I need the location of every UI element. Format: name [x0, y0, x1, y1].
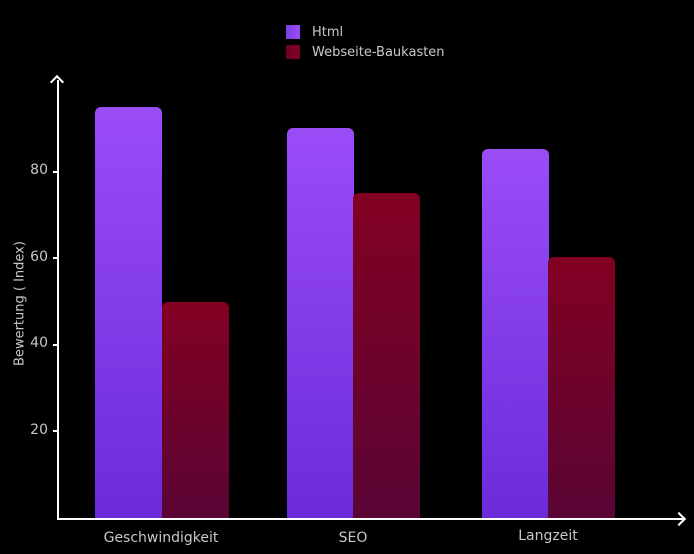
legend-label-webseite-baukasten: Webseite-Baukasten [312, 44, 445, 60]
bar-html-geschwindigkeit[interactable] [95, 107, 162, 518]
legend: Html Webseite-Baukasten [286, 22, 445, 62]
y-tick-60 [53, 257, 58, 259]
y-tick-80 [53, 171, 58, 173]
x-label-geschwindigkeit: Geschwindigkeit [103, 530, 219, 546]
bar-webseite-baukasten-seo[interactable] [353, 193, 420, 518]
y-tick-label-20: 20 [30, 422, 48, 438]
bar-html-seo[interactable] [287, 128, 354, 518]
legend-label-html: Html [312, 24, 344, 40]
legend-swatch-html [286, 25, 300, 39]
y-axis [57, 80, 59, 520]
legend-item-html[interactable]: Html [286, 22, 445, 42]
x-axis [57, 518, 683, 520]
y-tick-40 [53, 344, 58, 346]
bar-webseite-baukasten-langzeit[interactable] [548, 257, 615, 518]
x-label-seo: SEO [338, 530, 368, 546]
x-label-langzeit: Langzeit [518, 528, 578, 544]
x-axis-arrow-icon [671, 511, 687, 527]
y-tick-20 [53, 430, 58, 432]
y-tick-label-60: 60 [30, 249, 48, 265]
legend-swatch-webseite-baukasten [286, 45, 300, 59]
legend-item-webseite-baukasten[interactable]: Webseite-Baukasten [286, 42, 445, 62]
bar-webseite-baukasten-geschwindigkeit[interactable] [162, 302, 229, 518]
bar-html-langzeit[interactable] [482, 149, 549, 518]
y-tick-label-80: 80 [30, 162, 48, 178]
y-axis-arrow-icon [49, 74, 65, 90]
y-tick-label-40: 40 [30, 335, 48, 351]
